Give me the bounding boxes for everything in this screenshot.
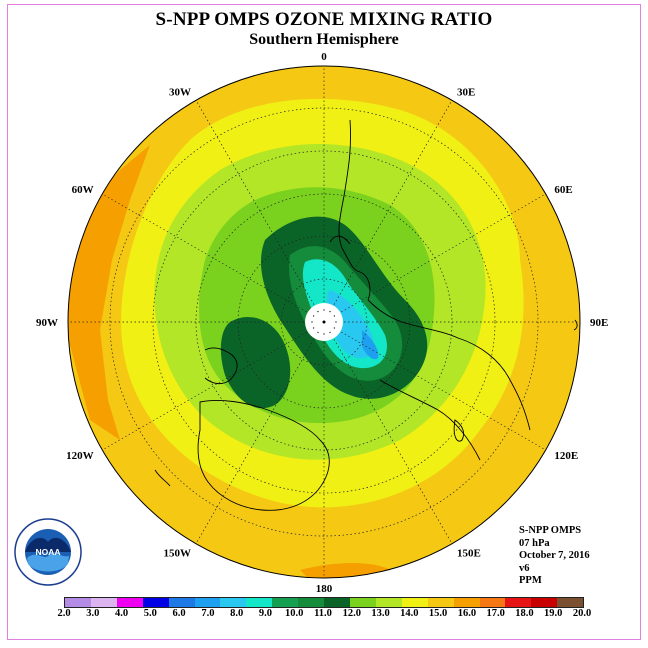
colorbar-tick-label: 15.0 [428, 608, 448, 619]
meridian-line [323, 193, 546, 323]
figure-frame [7, 4, 641, 640]
colorbar-tick-label: 18.0 [515, 608, 534, 619]
colorbar-tick-label: 12.0 [342, 608, 361, 619]
map-boundary [67, 65, 581, 579]
pole-dot [312, 327, 315, 329]
meridian-line [323, 321, 546, 451]
pole-dot [323, 333, 325, 335]
info-version: v6 [519, 562, 530, 574]
colorbar-tick-label: 4.0 [114, 608, 129, 619]
meridian-line [323, 100, 453, 323]
colorbar-segment [65, 598, 91, 607]
meridian-line [102, 193, 325, 323]
field-darkgreen-west [220, 316, 291, 409]
colorbar-tick-label: 6.0 [172, 608, 186, 619]
field-skyblue [326, 290, 374, 359]
info-pressure: 07 hPa [519, 537, 550, 549]
lon-label: 120E [554, 450, 578, 462]
pole-dot [329, 331, 331, 334]
colorbar-tick-label: 17.0 [486, 608, 505, 619]
colorbar [64, 597, 584, 608]
pole-dot [323, 309, 325, 311]
pole-dot [311, 321, 313, 323]
longitude-labels: 90W 60W 30W 0 30E 60E 90E 120E 150E 180 150W 120W [36, 51, 608, 595]
pole-dot [329, 310, 331, 313]
pole-dot [312, 315, 315, 317]
lon-label: 30W [169, 87, 191, 99]
colorbar-tick-label: 7.0 [201, 608, 215, 619]
colorbar-tick-label: 5.0 [143, 608, 157, 619]
colorbar-segment [194, 598, 221, 607]
colorbar-segment [272, 598, 299, 607]
colorbar-tick-label: 20.0 [572, 608, 592, 619]
colorbar-tick-label: 19.0 [544, 608, 563, 619]
meridian-line [195, 321, 325, 544]
colorbar-segment [246, 598, 273, 607]
noaa-logo: NOAA [14, 518, 82, 586]
colorbar-tick-label: 9.0 [258, 608, 272, 619]
colorbar-segment [401, 598, 428, 607]
colorbar-tick-label: 8.0 [230, 608, 244, 619]
info-date: October 7, 2016 [519, 550, 590, 561]
lon-label: 90E [590, 317, 608, 329]
info-units: PPM [519, 575, 542, 586]
lon-label: 90W [36, 317, 58, 329]
colorbar-segment [453, 598, 480, 607]
colorbar-segment [298, 598, 325, 607]
pole-dot [333, 327, 336, 329]
meridian-line [323, 321, 453, 544]
lon-label: 180 [316, 583, 333, 595]
colorbar-segment [220, 598, 247, 607]
map-title: S-NPP OMPS OZONE MIXING RATIO [155, 9, 493, 30]
meridian-line [195, 100, 325, 323]
colorbar-segment [324, 598, 350, 607]
lon-label: 60W [72, 184, 94, 196]
colorbar-tick-label: 13.0 [371, 608, 390, 619]
colorbar-segment [479, 598, 506, 607]
meridians [68, 66, 580, 578]
pole-dot [317, 331, 319, 334]
lon-label: 60E [554, 184, 572, 196]
pole-center [322, 320, 326, 324]
lon-label: 120W [66, 450, 94, 462]
lon-label: 150W [164, 547, 192, 559]
colorbar-labels: 2.0 3.0 4.0 5.0 6.0 7.0 8.0 9.0 10.0 11.0 12.0 13.0… [57, 608, 591, 622]
colorbar-segment [505, 598, 532, 607]
colorbar-segment [375, 598, 402, 607]
pole-dot [317, 310, 319, 313]
lon-label: 0 [321, 51, 327, 63]
colorbar-tick-label: 2.0 [57, 608, 71, 619]
map-subtitle: Southern Hemisphere [249, 31, 399, 48]
colorbar-segment [531, 598, 558, 607]
colorbar-tick-label: 11.0 [314, 608, 332, 619]
logo-text: NOAA [35, 547, 60, 557]
colorbar-segment [557, 598, 584, 607]
colorbar-tick-label: 16.0 [457, 608, 477, 619]
colorbar-segment [168, 598, 195, 607]
info-satellite: S-NPP OMPS [519, 525, 582, 536]
meridian-line [102, 321, 325, 451]
pole-dot [333, 315, 336, 317]
pole-graticule [311, 309, 337, 335]
lon-label: 150E [457, 547, 481, 559]
colorbar-segment [427, 598, 454, 607]
colorbar-segment [349, 598, 376, 607]
colorbar-segment [142, 598, 169, 607]
colorbar-segment [90, 598, 117, 607]
colorbar-segment [116, 598, 143, 607]
lon-label: 30E [457, 87, 475, 99]
pole-dot [335, 321, 337, 323]
colorbar-tick-label: 3.0 [86, 608, 100, 619]
field-blue [362, 330, 379, 360]
info-block: S-NPP OMPS 07 hPa October 7, 2016 v6 PPM [519, 525, 590, 588]
coastlines [154, 119, 578, 511]
colorbar-tick-label: 10.0 [285, 608, 304, 619]
colorbar-tick-label: 14.0 [400, 608, 419, 619]
